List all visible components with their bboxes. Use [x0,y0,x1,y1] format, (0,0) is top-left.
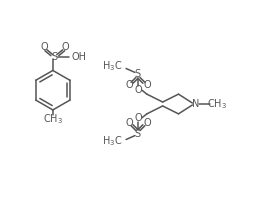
Text: H$_3$C: H$_3$C [102,135,122,148]
Text: O: O [125,80,133,90]
Text: S: S [52,52,58,62]
Text: H$_3$C: H$_3$C [102,60,122,73]
Text: O: O [143,80,151,90]
Text: O: O [40,42,48,52]
Text: CH$_3$: CH$_3$ [43,112,63,126]
Text: N: N [192,99,199,109]
Text: OH: OH [72,52,87,62]
Text: CH$_3$: CH$_3$ [207,97,227,111]
Text: O: O [143,118,151,128]
Text: O: O [62,42,69,52]
Text: O: O [134,85,142,95]
Text: O: O [134,113,142,123]
Text: S: S [135,129,141,139]
Text: O: O [125,118,133,128]
Text: S: S [135,69,141,79]
